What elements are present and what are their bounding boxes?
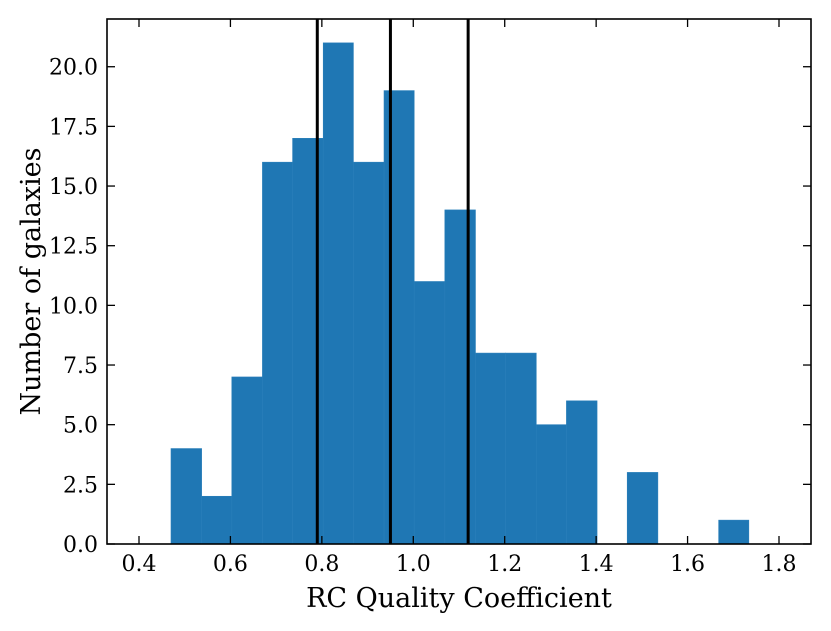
x-tick-label-3: 1.0	[396, 552, 431, 577]
histogram-bar-18	[718, 519, 750, 545]
y-tick-label-4: 10.0	[49, 294, 98, 319]
y-tick-label-0: 0.0	[63, 533, 98, 558]
y-tick-label-6: 15.0	[49, 175, 98, 200]
x-tick-labels: 0.4 0.6 0.8 1.0 1.2 1.4 1.6 1.8	[122, 552, 797, 577]
histogram-bar-6	[353, 161, 385, 545]
y-tick-label-3: 7.5	[63, 354, 98, 379]
x-tick-label-4: 1.2	[487, 552, 522, 577]
y-tick-label-5: 12.5	[49, 235, 98, 260]
y-axis-label: Number of galaxies	[16, 147, 47, 415]
x-tick-label-1: 0.6	[213, 552, 248, 577]
reference-lines-layer	[315, 19, 470, 544]
y-tick-label-7: 17.5	[49, 115, 98, 140]
y-tick-label-8: 20.0	[49, 56, 98, 81]
histogram-bar-15	[626, 472, 659, 545]
histogram-bar-5	[322, 42, 354, 545]
histogram-bar-10	[475, 352, 506, 545]
x-tick-label-0: 0.4	[122, 552, 157, 577]
histogram-bar-0	[170, 448, 202, 545]
histogram-bar-12	[535, 424, 567, 545]
x-tick-label-5: 1.4	[579, 552, 614, 577]
histogram-bar-2	[231, 376, 263, 545]
x-axis-label: RC Quality Coefficient	[306, 583, 612, 614]
y-tick-label-2: 5.0	[63, 414, 98, 439]
histogram-bar-3	[262, 161, 293, 545]
histogram-bar-13	[566, 400, 598, 545]
y-tick-labels: 0.0 2.5 5.0 7.5 10.0 12.5 15.0 17.5 20.0	[49, 56, 98, 558]
histogram-bar-1	[201, 495, 233, 545]
histogram-bar-9	[444, 209, 476, 545]
plot-frame	[106, 18, 812, 545]
histogram-bar-8	[413, 281, 446, 545]
y-tick-label-1: 2.5	[63, 473, 98, 498]
x-tick-label-2: 0.8	[304, 552, 339, 577]
histogram-bar-11	[505, 352, 537, 545]
histogram-bar-7	[383, 90, 415, 545]
x-tick-label-6: 1.6	[670, 552, 705, 577]
x-tick-label-7: 1.8	[762, 552, 797, 577]
bars-layer	[170, 42, 750, 545]
